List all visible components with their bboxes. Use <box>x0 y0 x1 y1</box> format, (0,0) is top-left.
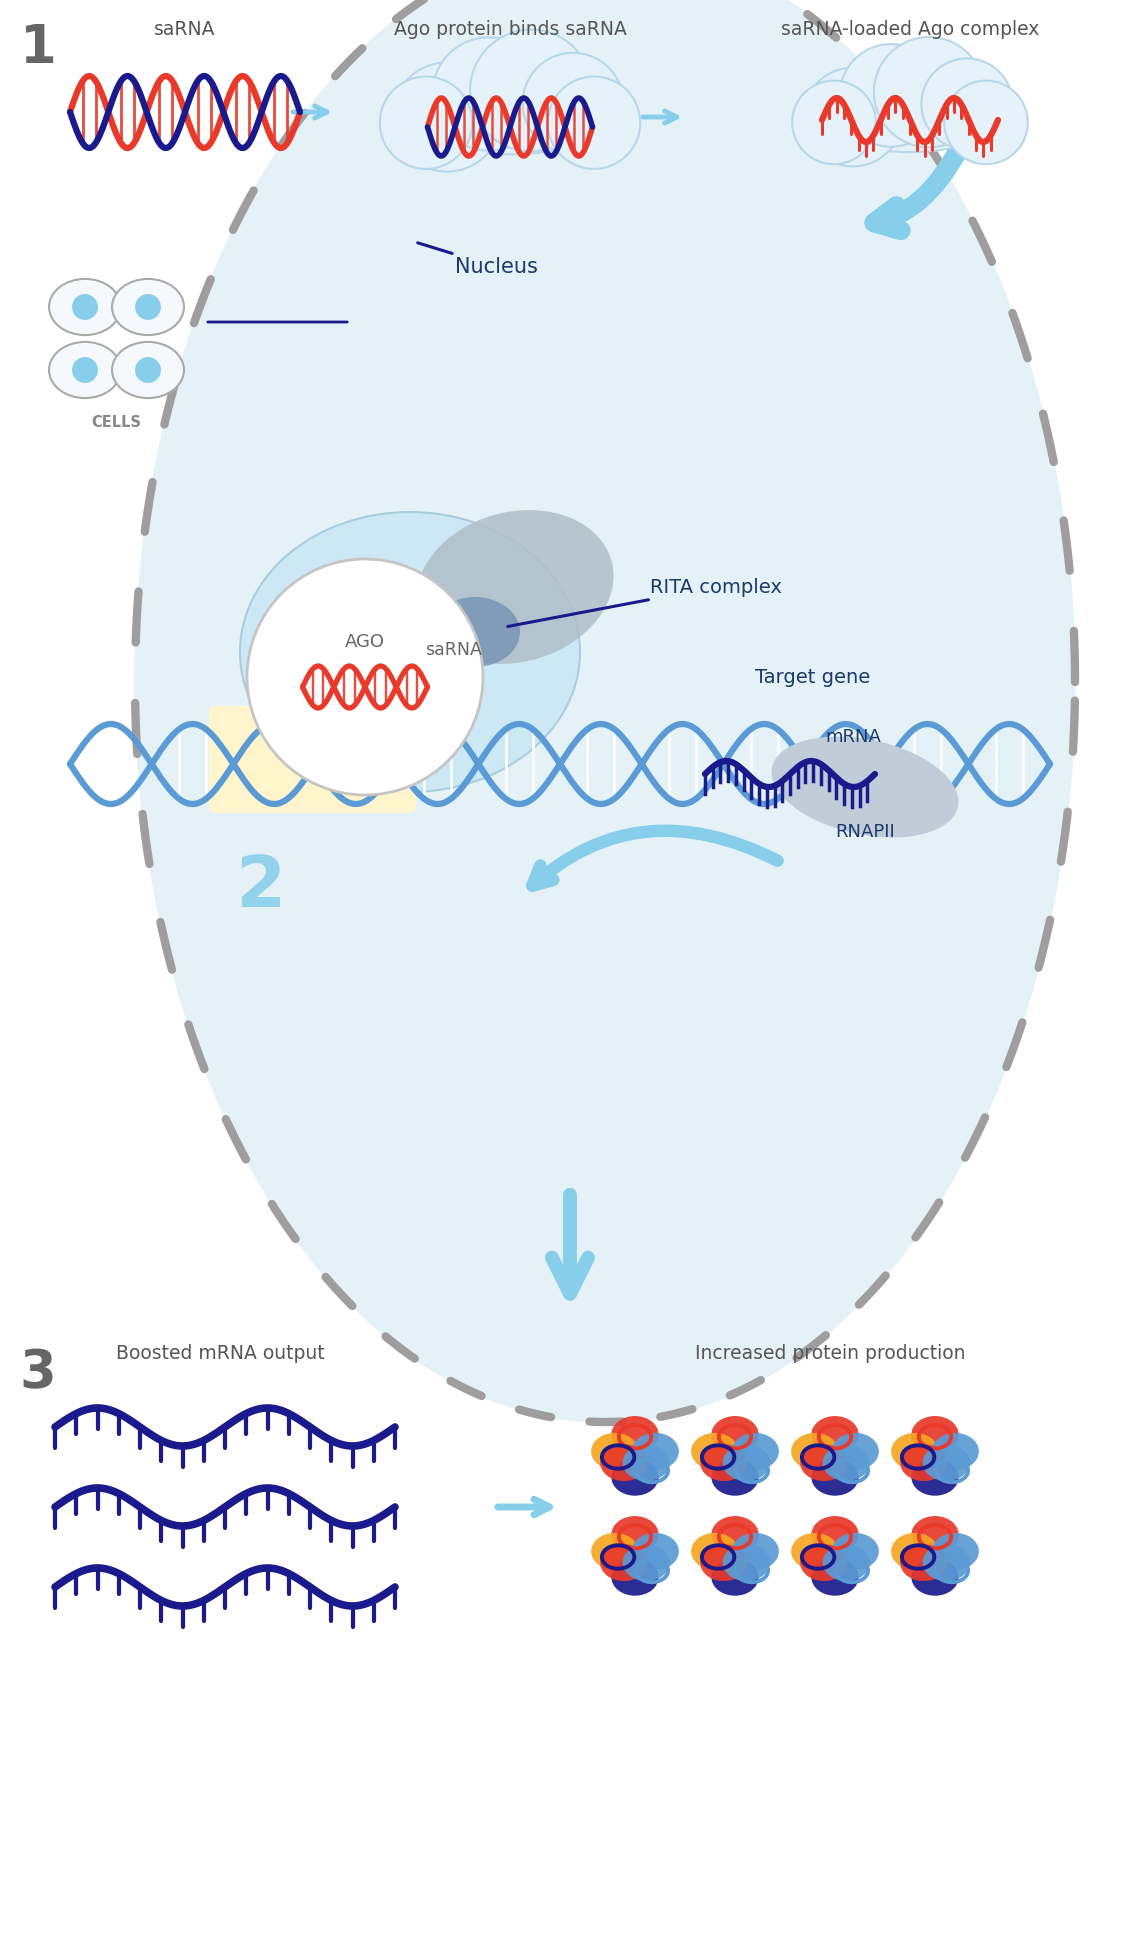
Ellipse shape <box>623 1544 670 1581</box>
Ellipse shape <box>418 91 602 153</box>
Ellipse shape <box>826 93 994 151</box>
Text: Target gene: Target gene <box>755 668 871 687</box>
Ellipse shape <box>900 1445 947 1482</box>
Ellipse shape <box>240 513 580 792</box>
Circle shape <box>393 62 502 171</box>
Circle shape <box>136 357 160 383</box>
Ellipse shape <box>771 736 958 837</box>
Circle shape <box>73 295 97 318</box>
Text: Increased protein production: Increased protein production <box>695 1344 965 1363</box>
FancyBboxPatch shape <box>209 707 416 814</box>
Ellipse shape <box>791 1532 839 1569</box>
Ellipse shape <box>912 1559 958 1596</box>
Ellipse shape <box>430 596 520 666</box>
Ellipse shape <box>923 1445 970 1482</box>
Polygon shape <box>135 0 1075 1422</box>
Ellipse shape <box>722 1544 770 1581</box>
Ellipse shape <box>711 1416 759 1453</box>
Ellipse shape <box>811 1559 859 1596</box>
Ellipse shape <box>112 342 184 398</box>
Ellipse shape <box>912 1517 958 1554</box>
Circle shape <box>548 76 640 169</box>
Text: saRNA: saRNA <box>154 19 216 39</box>
Ellipse shape <box>823 1445 869 1482</box>
Ellipse shape <box>722 1445 770 1482</box>
Circle shape <box>523 52 623 153</box>
Ellipse shape <box>612 1458 658 1495</box>
Ellipse shape <box>900 1544 947 1581</box>
Ellipse shape <box>931 1433 979 1470</box>
Ellipse shape <box>832 1532 879 1569</box>
Ellipse shape <box>711 1559 759 1596</box>
Ellipse shape <box>612 1416 658 1453</box>
Ellipse shape <box>701 1445 747 1482</box>
Ellipse shape <box>612 1559 658 1596</box>
Ellipse shape <box>800 1445 848 1482</box>
Ellipse shape <box>49 280 121 336</box>
Ellipse shape <box>800 1544 848 1581</box>
Ellipse shape <box>731 1532 779 1569</box>
Ellipse shape <box>731 1433 779 1470</box>
Circle shape <box>470 29 592 151</box>
Ellipse shape <box>711 1517 759 1554</box>
Ellipse shape <box>612 1517 658 1554</box>
Ellipse shape <box>632 1532 679 1569</box>
Text: 1: 1 <box>19 21 56 74</box>
Ellipse shape <box>691 1532 738 1569</box>
Ellipse shape <box>823 1544 869 1581</box>
Ellipse shape <box>416 511 614 664</box>
Circle shape <box>432 37 545 151</box>
Ellipse shape <box>600 1544 647 1581</box>
Circle shape <box>874 37 984 148</box>
Circle shape <box>945 82 1028 165</box>
Ellipse shape <box>701 1544 747 1581</box>
Text: 2: 2 <box>235 853 285 922</box>
Circle shape <box>803 68 903 167</box>
Circle shape <box>380 76 472 169</box>
Ellipse shape <box>591 1433 638 1470</box>
Text: CELLS: CELLS <box>91 414 141 429</box>
Ellipse shape <box>691 1433 738 1470</box>
Text: RNAPII: RNAPII <box>835 823 895 841</box>
Ellipse shape <box>811 1416 859 1453</box>
Circle shape <box>792 82 876 165</box>
Circle shape <box>73 357 97 383</box>
Text: saRNA: saRNA <box>424 641 482 658</box>
Ellipse shape <box>832 1433 879 1470</box>
Ellipse shape <box>923 1544 970 1581</box>
Text: RITA complex: RITA complex <box>508 577 782 627</box>
Text: mRNA: mRNA <box>825 728 881 746</box>
Ellipse shape <box>711 1458 759 1495</box>
Ellipse shape <box>112 280 184 336</box>
Ellipse shape <box>891 1532 938 1569</box>
Ellipse shape <box>791 1433 839 1470</box>
Text: Ago protein binds saRNA: Ago protein binds saRNA <box>394 19 626 39</box>
Ellipse shape <box>912 1458 958 1495</box>
Circle shape <box>922 58 1012 150</box>
Ellipse shape <box>623 1445 670 1482</box>
Text: Nucleus: Nucleus <box>418 243 537 278</box>
Text: Boosted mRNA output: Boosted mRNA output <box>115 1344 324 1363</box>
Circle shape <box>246 559 483 794</box>
Text: saRNA-loaded Ago complex: saRNA-loaded Ago complex <box>780 19 1039 39</box>
Ellipse shape <box>591 1532 638 1569</box>
Ellipse shape <box>811 1517 859 1554</box>
Ellipse shape <box>931 1532 979 1569</box>
Ellipse shape <box>811 1458 859 1495</box>
Ellipse shape <box>632 1433 679 1470</box>
Text: AGO: AGO <box>345 633 385 651</box>
Ellipse shape <box>912 1416 958 1453</box>
FancyArrowPatch shape <box>552 1194 588 1293</box>
Text: 3: 3 <box>19 1348 56 1398</box>
Ellipse shape <box>600 1445 647 1482</box>
Ellipse shape <box>891 1433 938 1470</box>
Circle shape <box>840 45 942 148</box>
Circle shape <box>136 295 160 318</box>
Ellipse shape <box>49 342 121 398</box>
